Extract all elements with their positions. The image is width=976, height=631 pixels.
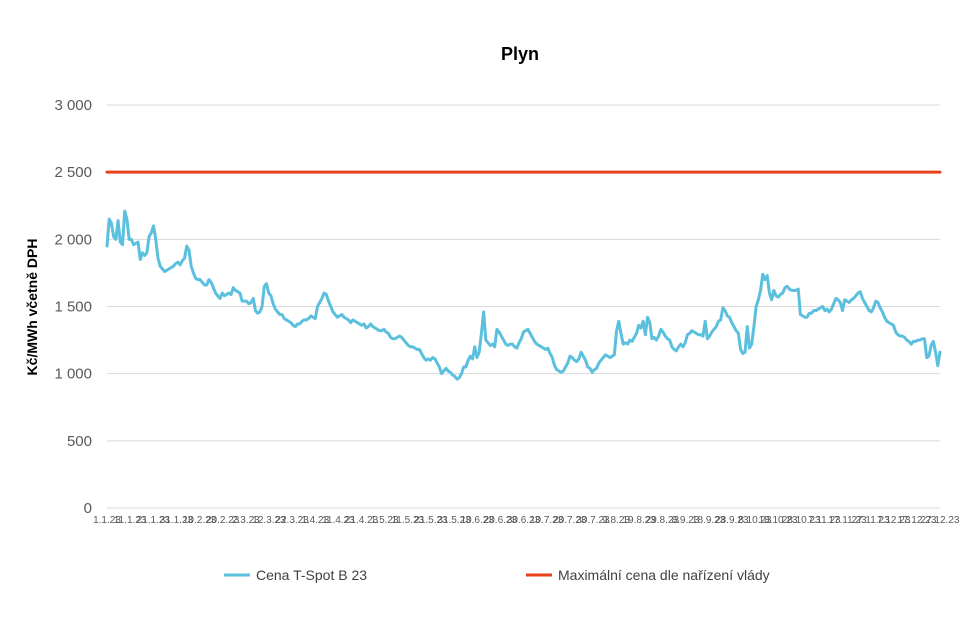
- gridlines: [107, 104, 940, 509]
- x-tick-label: 31.5.23: [437, 515, 471, 526]
- y-axis-label: Kč/MWh včetně DPH: [24, 239, 40, 376]
- legend-label-max: Maximální cena dle nařízení vlády: [558, 567, 770, 583]
- legend-label-spot: Cena T-Spot B 23: [256, 567, 367, 583]
- y-tick-label: 1 000: [54, 366, 92, 383]
- x-tick-label: 17.11.23: [828, 515, 867, 526]
- x-tick-label: 1.4.23: [301, 515, 329, 526]
- y-tick-label: 3 000: [54, 97, 92, 114]
- x-tick-label: 1.5.23: [371, 515, 399, 526]
- x-tick-label: 10.6.23: [461, 515, 495, 526]
- chart-title: Plyn: [501, 44, 539, 64]
- x-tick-label: 27.12.23: [921, 515, 960, 526]
- x-tick-label: 20.6.23: [484, 515, 518, 526]
- y-axis-ticks: 0 500 1 000 1 500 2 000 2 500 3 000: [54, 97, 92, 517]
- x-tick-label: 18.9.23: [692, 515, 726, 526]
- x-axis-ticks: 1.1.2311.1.2321.1.2331.1.2310.2.2320.2.2…: [93, 515, 960, 526]
- x-tick-label: 2.3.23: [232, 515, 260, 526]
- x-tick-label: 10.2.23: [183, 515, 217, 526]
- y-tick-label: 2 000: [54, 231, 92, 248]
- x-tick-label: 10.7.23: [530, 515, 564, 526]
- x-tick-label: 11.4.23: [322, 515, 355, 526]
- x-tick-label: 11.5.23: [391, 515, 424, 526]
- x-tick-label: 21.1.23: [137, 515, 171, 526]
- x-tick-label: 8.10.23: [738, 515, 772, 526]
- x-tick-label: 18.10.23: [759, 515, 798, 526]
- y-tick-label: 500: [67, 433, 92, 450]
- x-tick-label: 11.1.23: [114, 515, 147, 526]
- x-tick-label: 21.4.23: [345, 515, 379, 526]
- y-tick-label: 2 500: [54, 164, 92, 181]
- x-tick-label: 9.8.23: [602, 515, 630, 526]
- plot-series: [105, 170, 942, 381]
- x-tick-label: 20.7.23: [553, 515, 587, 526]
- x-tick-label: 28.10.23: [782, 515, 821, 526]
- x-tick-label: 8.9.23: [672, 515, 700, 526]
- x-tick-label: 30.7.23: [576, 515, 610, 526]
- x-tick-label: 20.2.23: [206, 515, 240, 526]
- x-tick-label: 17.12.23: [897, 515, 936, 526]
- x-tick-label: 21.5.23: [414, 515, 448, 526]
- x-tick-label: 7.11.23: [808, 515, 841, 526]
- x-tick-label: 22.3.23: [275, 515, 309, 526]
- x-tick-label: 7.12.23: [877, 515, 911, 526]
- x-tick-label: 29.8.23: [646, 515, 680, 526]
- y-tick-label: 1 500: [54, 299, 92, 316]
- x-tick-label: 19.8.23: [623, 515, 657, 526]
- legend: Cena T-Spot B 23 Maximální cena dle naří…: [224, 567, 770, 583]
- x-tick-label: 12.3.23: [252, 515, 286, 526]
- x-tick-label: 28.9.23: [715, 515, 749, 526]
- x-tick-label: 27.11.23: [851, 515, 890, 526]
- y-tick-label: 0: [84, 500, 92, 517]
- x-tick-label: 1.1.23: [93, 515, 121, 526]
- x-tick-label: 30.6.23: [507, 515, 541, 526]
- series-line-spot-price: [105, 209, 942, 381]
- x-tick-label: 31.1.23: [160, 515, 194, 526]
